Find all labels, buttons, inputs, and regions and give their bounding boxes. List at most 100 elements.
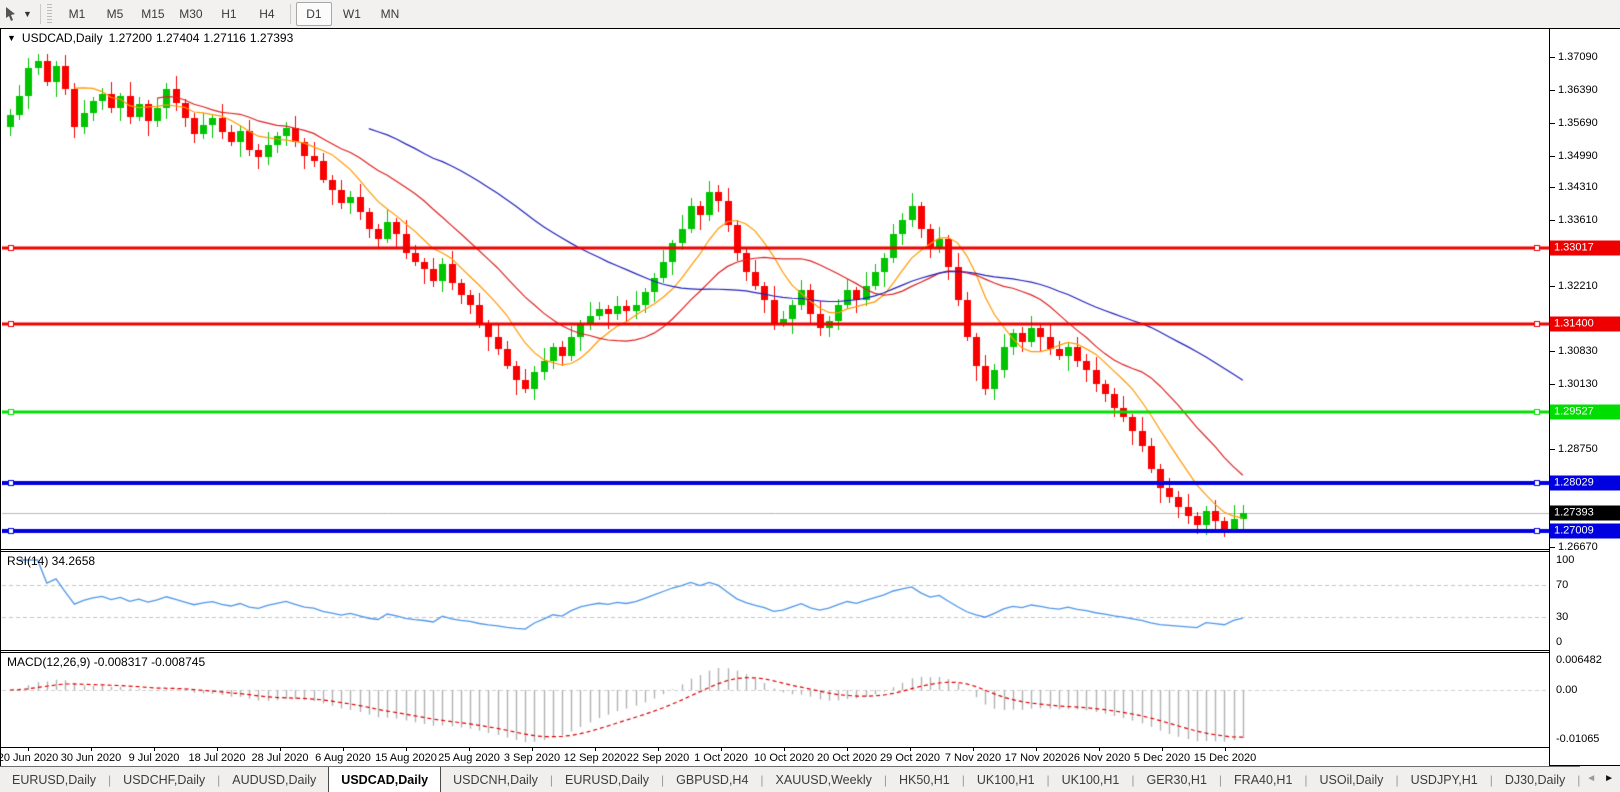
chart-tab-usdcnh-daily[interactable]: USDCNH,Daily (453, 773, 538, 787)
date-tick (28, 748, 29, 751)
chart-symbol-label: USDCAD,Daily (21, 30, 103, 45)
date-label: 3 Sep 2020 (503, 752, 561, 764)
chart-tab-ger30-h1[interactable]: GER30,H1 (1146, 773, 1207, 787)
price-tick-label: 1.28750 (1550, 442, 1598, 455)
date-tick (1036, 748, 1037, 751)
timeframe-button-d1[interactable]: D1 (295, 2, 332, 26)
ohlc-close: 1.27393 (249, 30, 294, 45)
toolbar-grip[interactable] (46, 4, 52, 24)
timeframe-button-m30[interactable]: M30 (179, 7, 203, 21)
date-label: 1 Oct 2020 (694, 752, 748, 764)
panel-separator[interactable] (1, 650, 1619, 651)
date-label: 20 Oct 2020 (817, 752, 877, 764)
timeframe-button-m5[interactable]: M5 (106, 7, 124, 21)
rsi-scale-label: 0 (1556, 636, 1563, 648)
timeframe-button-w1[interactable]: W1 (342, 7, 361, 21)
toolbar-separator (39, 4, 41, 24)
date-tick (1099, 748, 1100, 751)
cursor-tool-icon[interactable] (2, 4, 22, 24)
panel-separator[interactable] (1, 652, 1619, 653)
timeframe-button-mn[interactable]: MN (380, 7, 400, 21)
chart-tab-usoil-daily[interactable]: USOil,Daily (1319, 773, 1384, 787)
chart-tab-audusd-daily[interactable]: AUDUSD,Daily (232, 773, 317, 787)
date-label: 28 Jul 2020 (251, 752, 309, 764)
chart-tab-eurusd-daily[interactable]: EURUSD,Daily (564, 773, 650, 787)
panel-separator[interactable] (1, 549, 1619, 550)
date-label: 10 Oct 2020 (754, 752, 814, 764)
tab-separator: | (1218, 773, 1223, 787)
tab-separator: | (108, 773, 112, 787)
level-price-chip: 1.29527 (1550, 404, 1620, 420)
rsi-panel-canvas[interactable] (2, 552, 1549, 649)
chart-tab-gbpusd-h4[interactable]: GBPUSD,H4 (676, 773, 749, 787)
chart-tabbar: EURUSD,Daily | USDCHF,Daily | AUDUSD,Daily US… (0, 766, 1620, 792)
timeframe-button-h1[interactable]: H1 (221, 7, 237, 21)
tab-separator: | (1577, 773, 1581, 787)
date-tick (217, 748, 218, 751)
date-tick (1162, 748, 1163, 751)
date-label: 29 Oct 2020 (880, 752, 940, 764)
tab-separator: | (661, 773, 665, 787)
price-tick-label: 1.37090 (1550, 50, 1598, 63)
price-tick-label: 1.34990 (1550, 149, 1598, 162)
tab-separator: | (961, 773, 965, 787)
price-axis[interactable]: 1.37090 1.36390 1.35690 1.34990 1.34310 1.336… (1549, 29, 1620, 765)
chart-tab-hk50-h1[interactable]: HK50,H1 (898, 773, 950, 787)
chart-tab-uk100-h1[interactable]: UK100,H1 (1061, 773, 1120, 787)
rsi-label: RSI(14) 34.2658 (7, 554, 96, 568)
ohlc-low: 1.27116 (203, 30, 246, 45)
price-chart-canvas[interactable] (2, 46, 1549, 549)
timeframe-button-h4[interactable]: H4 (259, 7, 275, 21)
macd-scale-label: 0.00 (1556, 684, 1578, 696)
date-label: 5 Dec 2020 (1133, 752, 1191, 764)
ohlc-open: 1.27200 (108, 30, 152, 45)
date-label: 15 Aug 2020 (375, 752, 437, 764)
tab-separator: | (549, 773, 553, 787)
rsi-scale-label: 30 (1556, 611, 1569, 624)
collapse-icon[interactable]: ▼ (7, 32, 16, 43)
level-price-chip: 1.27009 (1550, 523, 1620, 539)
date-tick (910, 748, 911, 751)
date-tick (343, 748, 344, 751)
panel-separator[interactable] (1, 551, 1619, 552)
tab-separator: | (1046, 773, 1050, 787)
chart-tab-usdchf-daily[interactable]: USDCHF,Daily (123, 773, 206, 787)
timeframe-button-m1[interactable]: M1 (68, 7, 86, 21)
tab-separator: | (1395, 773, 1399, 787)
chart-tab-fra40-h1[interactable]: FRA40,H1 (1234, 773, 1293, 787)
tool-dropdown-caret[interactable]: ▼ (23, 9, 32, 19)
date-tick (406, 748, 407, 751)
price-tick-label: 1.30830 (1550, 345, 1598, 358)
chart-tab-uk100-h1[interactable]: UK100,H1 (976, 773, 1035, 787)
tab-scroll-arrows: ◄ ► (1580, 766, 1620, 792)
price-tick-label: 1.34310 (1550, 181, 1598, 194)
rsi-scale-label: 70 (1556, 578, 1569, 591)
tab-scroll-right-icon[interactable]: ► (1604, 773, 1614, 784)
chart-window: ▼ USDCAD,Daily 1.27200 1.27404 1.27116 1… (0, 28, 1620, 767)
timeframe-button-m15[interactable]: M15 (141, 7, 165, 21)
date-label: 18 Jul 2020 (188, 752, 246, 764)
macd-panel-canvas[interactable] (2, 653, 1549, 747)
tab-separator: | (1304, 773, 1308, 787)
date-label: 9 Jul 2020 (128, 752, 180, 764)
chart-tab-usdcad-daily[interactable]: USDCAD,Daily (328, 767, 442, 792)
date-tick (595, 748, 596, 751)
tab-scroll-left-icon[interactable]: ◄ (1586, 773, 1597, 784)
date-tick (154, 748, 155, 751)
chart-tab-eurusd-daily[interactable]: EURUSD,Daily (12, 773, 97, 787)
date-label: 15 Dec 2020 (1193, 752, 1257, 764)
date-tick (280, 748, 281, 751)
chart-tab-xauusd-weekly[interactable]: XAUUSD,Weekly (775, 773, 872, 787)
chart-tab-dj30-daily[interactable]: DJ30,Daily (1504, 773, 1566, 787)
tab-separator: | (760, 773, 764, 787)
chart-tab-usdjpy-h1[interactable]: USDJPY,H1 (1410, 773, 1478, 787)
level-price-chip: 1.33017 (1550, 240, 1620, 256)
macd-label: MACD(12,26,9) -0.008317 -0.008745 (7, 655, 206, 669)
price-tick-label: 1.30130 (1550, 377, 1598, 390)
date-tick (784, 748, 785, 751)
date-tick (469, 748, 470, 751)
macd-scale-label: -0.01065 (1556, 732, 1600, 745)
date-tick (91, 748, 92, 751)
date-label: 17 Nov 2020 (1004, 752, 1068, 764)
